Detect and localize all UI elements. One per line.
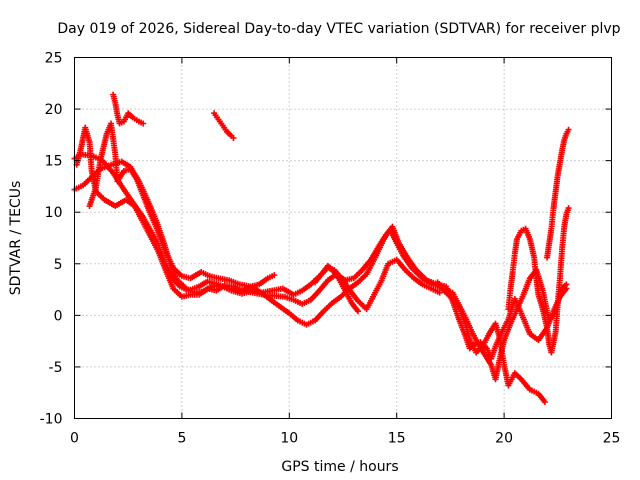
x-tick-label: 0 xyxy=(70,431,79,447)
data-point xyxy=(563,281,570,288)
y-tick-label: -5 xyxy=(49,360,63,376)
plot-frame xyxy=(74,57,612,419)
data-point xyxy=(140,120,147,127)
data-point xyxy=(230,134,237,141)
x-tick-label: 5 xyxy=(177,431,186,447)
series-track-8 xyxy=(505,205,572,356)
series-track-2 xyxy=(71,158,570,362)
data-point xyxy=(541,398,548,405)
series-track-3 xyxy=(73,124,278,300)
x-tick-label: 25 xyxy=(603,431,621,447)
y-axis-label: SDTVAR / TECUs xyxy=(8,181,24,296)
y-tick-label: 20 xyxy=(45,102,63,118)
series-track-10 xyxy=(312,262,362,315)
series-track-4 xyxy=(86,120,443,313)
x-tick-label: 10 xyxy=(280,431,298,447)
series-track-6 xyxy=(211,110,237,141)
x-axis-label: GPS time / hours xyxy=(281,459,398,475)
data-point xyxy=(271,272,278,279)
data-point xyxy=(355,308,362,315)
data-point xyxy=(565,126,572,133)
tick-labels: 0 5 10 15 20 25 -10 -5 0 5 10 15 20 25 xyxy=(40,51,621,447)
y-tick-label: 10 xyxy=(45,205,63,221)
y-tick-label: 25 xyxy=(45,51,63,67)
y-tick-label: -10 xyxy=(40,412,63,428)
chart-title: Day 019 of 2026, Sidereal Day-to-day VTE… xyxy=(57,21,620,37)
x-tick-label: 20 xyxy=(495,431,513,447)
series-track-5 xyxy=(110,91,147,127)
y-tick-label: 5 xyxy=(54,257,63,273)
data-series xyxy=(71,91,572,405)
y-tick-label: 0 xyxy=(54,308,63,324)
x-tick-label: 15 xyxy=(388,431,406,447)
series-track-9 xyxy=(544,126,572,261)
data-point xyxy=(436,289,443,296)
y-tick-label: 15 xyxy=(45,154,63,170)
data-point xyxy=(565,205,572,212)
grid-lines xyxy=(74,57,612,419)
axis-ticks xyxy=(74,57,612,419)
